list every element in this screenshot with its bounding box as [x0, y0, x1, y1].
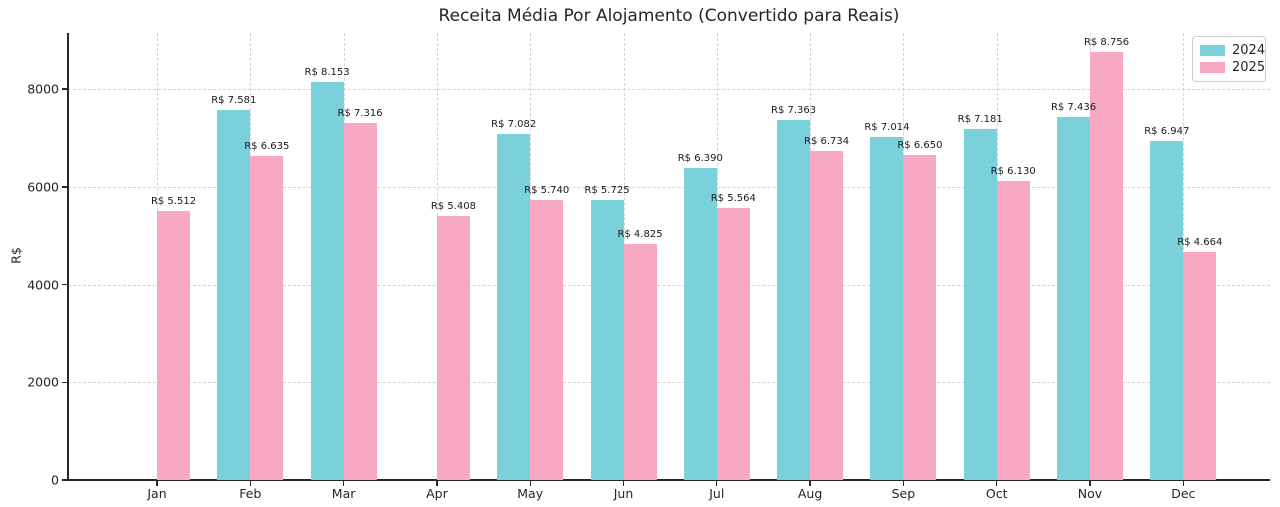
legend-swatch-2024 — [1200, 45, 1225, 56]
bar-value-label: R$ 7.363 — [771, 105, 817, 117]
bar-value-label: R$ 5.512 — [150, 195, 197, 207]
x-tick-label: Jun — [613, 486, 634, 501]
bar-2024-Jun — [590, 200, 624, 480]
bar-value-label: R$ 8.756 — [1083, 37, 1130, 49]
bar-value-label: R$ 7.014 — [864, 122, 910, 134]
legend: 2024 2025 — [1192, 36, 1266, 82]
bar-value-label: R$ 7.436 — [1050, 101, 1097, 113]
x-tick-mark — [342, 481, 345, 486]
bar-2025-Nov — [1090, 52, 1123, 480]
x-tick-label: May — [517, 486, 544, 501]
bar-value-label: R$ 7.181 — [957, 114, 1003, 126]
bar-2024-Sep — [870, 137, 904, 480]
bar-value-label: R$ 6.650 — [897, 140, 943, 152]
y-tick-label: 6000 — [27, 179, 59, 195]
y-gridline — [68, 186, 1270, 188]
y-tick-mark — [62, 186, 67, 188]
x-tick-mark — [996, 481, 998, 486]
y-gridline — [68, 284, 1270, 286]
y-tick-label: 0 — [51, 472, 59, 488]
y-tick-label: 2000 — [27, 374, 59, 390]
legend-swatch-2025 — [1200, 62, 1225, 73]
x-axis-spine — [67, 479, 1270, 481]
bar-2024-May — [497, 134, 531, 480]
bar-2025-Jul — [716, 208, 750, 480]
x-tick-label: Dec — [1171, 486, 1196, 501]
bar-2024-Mar — [310, 81, 344, 480]
x-tick-label: Jan — [147, 486, 167, 501]
y-tick-label: 8000 — [27, 81, 59, 97]
x-tick-mark — [1089, 481, 1091, 486]
x-tick-mark — [716, 481, 718, 486]
bar-value-label: R$ 5.725 — [584, 185, 630, 197]
x-tick-mark — [809, 481, 811, 486]
x-tick-label: Aug — [797, 486, 823, 501]
bar-value-label: R$ 5.408 — [430, 200, 476, 212]
bar-value-label: R$ 7.082 — [491, 119, 537, 131]
bar-value-label: R$ 6.734 — [804, 136, 850, 148]
bar-value-label: R$ 6.130 — [990, 165, 1036, 177]
bar-value-label: R$ 5.564 — [710, 193, 756, 205]
bar-2025-Sep — [903, 155, 937, 480]
y-tick-mark — [62, 88, 67, 90]
y-gridline — [68, 89, 1270, 91]
x-tick-label: Apr — [426, 486, 448, 501]
bar-value-label: R$ 7.316 — [337, 107, 383, 119]
y-tick-mark — [62, 381, 67, 383]
x-tick-mark — [529, 481, 531, 486]
chart-title: Receita Média Por Alojamento (Convertido… — [438, 6, 900, 26]
x-tick-label: Sep — [891, 486, 916, 501]
bar-2025-Oct — [996, 180, 1030, 480]
bar-2024-Jul — [683, 167, 717, 480]
bar-2025-May — [530, 199, 564, 480]
legend-label: 2024 — [1232, 43, 1266, 58]
x-tick-label: Oct — [985, 486, 1008, 501]
bar-2025-Apr — [436, 215, 470, 480]
bar-2024-Aug — [777, 120, 811, 480]
bar-value-label: R$ 6.635 — [244, 140, 290, 152]
bar-value-label: R$ 6.947 — [1144, 125, 1190, 137]
y-tick-label: 4000 — [27, 277, 59, 293]
bar-value-label: R$ 5.740 — [524, 184, 570, 196]
bar-value-label: R$ 4.664 — [1177, 237, 1223, 249]
bar-value-label: R$ 6.390 — [677, 152, 723, 164]
bar-2025-Feb — [250, 155, 284, 480]
y-tick-mark — [62, 283, 67, 286]
x-tick-label: Mar — [331, 486, 356, 501]
legend-item-2024: 2024 — [1200, 42, 1265, 59]
y-tick-mark — [62, 479, 67, 481]
x-tick-mark — [249, 481, 251, 486]
x-tick-mark — [1182, 481, 1184, 486]
bar-value-label: R$ 4.825 — [617, 229, 663, 241]
y-axis-spine — [67, 33, 69, 480]
x-tick-mark — [902, 481, 905, 486]
bar-2025-Jun — [623, 244, 657, 480]
bar-2025-Aug — [810, 151, 844, 480]
bar-2025-Jan — [157, 210, 190, 480]
bar-2025-Dec — [1183, 252, 1217, 480]
x-tick-mark — [156, 481, 158, 486]
x-tick-mark — [436, 481, 438, 486]
bar-2024-Feb — [217, 109, 251, 480]
x-tick-mark — [622, 481, 625, 486]
y-gridline — [68, 382, 1270, 384]
bar-value-label: R$ 8.153 — [304, 66, 350, 78]
x-tick-label: Feb — [239, 486, 262, 501]
bar-2024-Oct — [963, 129, 997, 480]
x-tick-label: Nov — [1077, 486, 1103, 501]
x-tick-label: Jul — [709, 486, 725, 501]
bar-2025-Mar — [343, 122, 377, 480]
legend-label: 2025 — [1232, 60, 1266, 75]
bar-value-label: R$ 7.581 — [211, 94, 257, 106]
bar-2024-Dec — [1150, 140, 1184, 480]
legend-item-2025: 2025 — [1200, 59, 1265, 76]
bar-2024-Nov — [1057, 116, 1090, 480]
